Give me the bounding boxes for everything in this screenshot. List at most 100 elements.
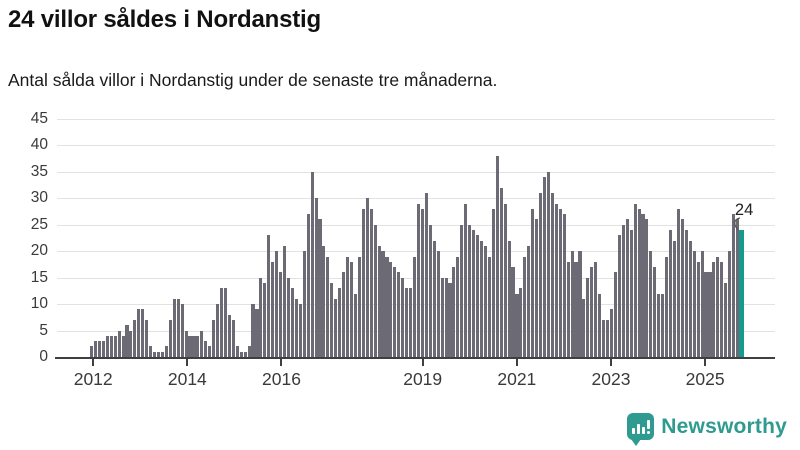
bar	[672, 240, 677, 357]
bar	[405, 288, 409, 357]
bar	[219, 288, 224, 357]
bar	[121, 335, 125, 357]
bar	[594, 261, 598, 357]
bar	[657, 293, 661, 357]
bar	[90, 346, 94, 357]
bar	[401, 277, 405, 357]
bar	[188, 335, 192, 357]
bar	[377, 245, 381, 357]
x-axis-tick	[704, 359, 707, 366]
gridline	[57, 145, 775, 147]
x-axis-year-label: 2021	[497, 369, 537, 389]
bar	[566, 261, 570, 357]
bar	[712, 261, 716, 357]
x-axis-year-label: 2016	[262, 369, 301, 389]
bar	[310, 171, 314, 357]
bar	[393, 267, 397, 357]
bar	[523, 256, 527, 357]
y-axis-tick-label: 25	[30, 215, 48, 233]
bar	[156, 351, 161, 357]
bar	[562, 214, 566, 357]
x-axis-line	[55, 357, 775, 359]
x-axis-year-label: 2014	[167, 369, 207, 389]
bar	[479, 240, 484, 357]
y-axis-tick-label: 0	[39, 348, 48, 365]
bar	[125, 325, 129, 357]
bar	[216, 304, 220, 357]
bar	[259, 277, 263, 357]
bar	[598, 293, 602, 357]
bar	[306, 214, 310, 357]
bar	[141, 309, 145, 357]
bar	[692, 251, 696, 357]
bar	[322, 245, 326, 357]
bar	[629, 230, 633, 357]
bar	[653, 267, 657, 357]
bar	[735, 219, 740, 357]
y-axis-tick-label: 5	[39, 321, 48, 339]
bar	[625, 219, 629, 357]
bar	[235, 346, 239, 357]
logo-bar-short	[641, 427, 645, 434]
x-axis-year-label: 2012	[73, 369, 113, 389]
brand-name: Newsworthy	[661, 414, 787, 438]
logo-exclamation-dot	[646, 431, 650, 434]
bar	[590, 267, 594, 357]
bar	[357, 256, 361, 357]
bar	[255, 309, 259, 357]
bar	[275, 251, 279, 357]
latest-value-label: 24	[734, 201, 754, 220]
bar	[153, 351, 157, 357]
bar	[349, 261, 354, 357]
bar	[318, 219, 322, 357]
bar	[696, 261, 700, 357]
gridline	[57, 198, 775, 200]
bar	[499, 187, 503, 357]
bar	[637, 208, 641, 357]
bar	[101, 341, 105, 357]
bar	[649, 251, 653, 357]
bar	[558, 208, 562, 357]
bar	[192, 335, 196, 357]
bar	[669, 230, 673, 357]
bar	[279, 272, 283, 357]
bar	[196, 335, 200, 357]
bar	[168, 319, 172, 357]
bar	[578, 251, 582, 357]
bar	[373, 224, 377, 357]
bar	[515, 293, 519, 357]
bar	[464, 203, 468, 357]
bar	[606, 319, 610, 357]
bar	[117, 330, 121, 357]
logo-exclamation	[646, 420, 650, 434]
bar	[129, 330, 133, 357]
bar	[570, 251, 574, 357]
label-leader-line	[730, 217, 742, 231]
gridline	[57, 251, 775, 253]
bar	[290, 288, 294, 357]
bar	[137, 309, 141, 357]
bar	[334, 298, 338, 357]
bar	[550, 193, 554, 357]
bar	[247, 346, 251, 357]
highlighted-bar-latest	[738, 230, 745, 357]
y-axis-tick-label: 40	[30, 136, 48, 154]
bar	[633, 203, 637, 357]
bar	[389, 261, 393, 357]
bar	[330, 282, 334, 357]
bar	[665, 256, 669, 357]
bar	[716, 256, 720, 357]
bar	[361, 208, 365, 357]
bar	[338, 288, 342, 357]
bar	[613, 272, 617, 357]
bar	[676, 208, 680, 357]
newsworthy-chart-speech-bubble-icon	[627, 413, 655, 446]
y-axis-tick-label: 20	[30, 242, 48, 260]
bar	[172, 298, 176, 357]
x-axis-tick	[515, 359, 518, 366]
bar	[680, 219, 684, 357]
bar	[283, 245, 287, 357]
bar	[271, 261, 275, 357]
logo-bar-small	[631, 428, 635, 434]
bar	[708, 272, 712, 357]
